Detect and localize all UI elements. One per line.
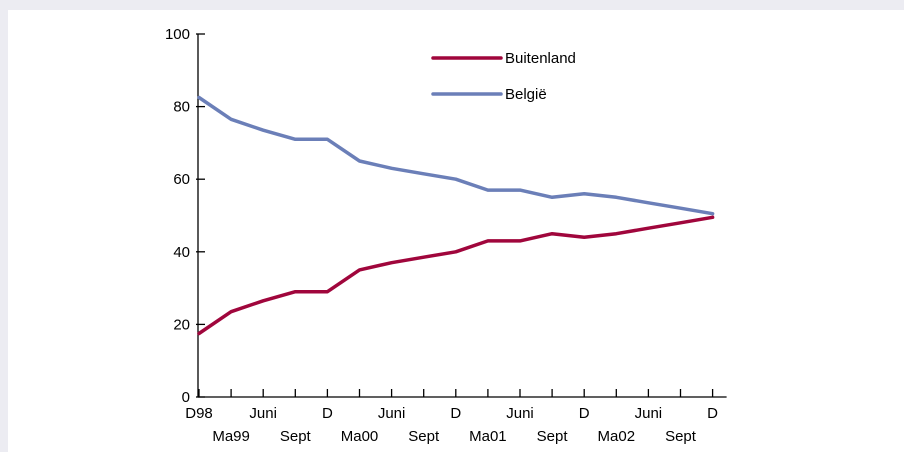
x-tick-label: D xyxy=(450,405,461,422)
y-tick-label: 0 xyxy=(182,389,190,406)
chart-frame: 0 20 40 60 80 100 D98 Ma99 Juni Sept D Ma00 Juni Sep… xyxy=(8,10,904,452)
x-tick-label: Ma02 xyxy=(598,428,636,445)
x-tick-label: D98 xyxy=(185,405,213,422)
x-tick-label: Sept xyxy=(537,428,569,445)
x-tick-label: Juni xyxy=(635,405,663,422)
x-tick-label: Juni xyxy=(249,405,277,422)
y-axis: 0 20 40 60 80 100 xyxy=(165,26,205,406)
legend-label: Buitenland xyxy=(505,50,576,67)
x-tick-label: Sept xyxy=(280,428,312,445)
x-tick-label: Ma00 xyxy=(341,428,379,445)
legend-label: België xyxy=(505,86,547,103)
y-tick-label: 20 xyxy=(173,316,190,333)
x-tick-label: D xyxy=(579,405,590,422)
x-tick-label: Sept xyxy=(408,428,440,445)
x-tick-label: Ma01 xyxy=(469,428,507,445)
series-lines xyxy=(197,95,715,336)
legend: Buitenland België xyxy=(431,50,576,103)
y-tick-label: 100 xyxy=(165,26,190,43)
y-tick-label: 40 xyxy=(173,244,190,261)
x-axis: D98Ma99JuniSeptDMa00JuniSeptDMa01JuniSep… xyxy=(185,389,727,445)
x-tick-label: Juni xyxy=(378,405,406,422)
x-tick-label: D xyxy=(322,405,333,422)
x-tick-label: D xyxy=(707,405,718,422)
series-line-buitenland xyxy=(197,215,715,336)
series-line-belgi- xyxy=(197,95,715,216)
x-tick-label: Sept xyxy=(665,428,697,445)
x-tick-label: Juni xyxy=(506,405,534,422)
x-tick-label: Ma99 xyxy=(212,428,250,445)
y-tick-label: 60 xyxy=(173,171,190,188)
y-tick-label: 80 xyxy=(173,99,190,116)
